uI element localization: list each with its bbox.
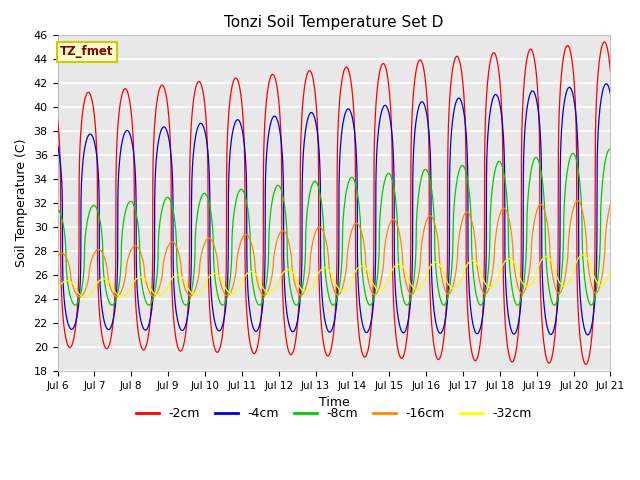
Y-axis label: Soil Temperature (C): Soil Temperature (C) <box>15 139 28 267</box>
X-axis label: Time: Time <box>319 396 349 409</box>
Text: TZ_fmet: TZ_fmet <box>60 46 114 59</box>
Legend: -2cm, -4cm, -8cm, -16cm, -32cm: -2cm, -4cm, -8cm, -16cm, -32cm <box>131 402 537 425</box>
Title: Tonzi Soil Temperature Set D: Tonzi Soil Temperature Set D <box>224 15 444 30</box>
